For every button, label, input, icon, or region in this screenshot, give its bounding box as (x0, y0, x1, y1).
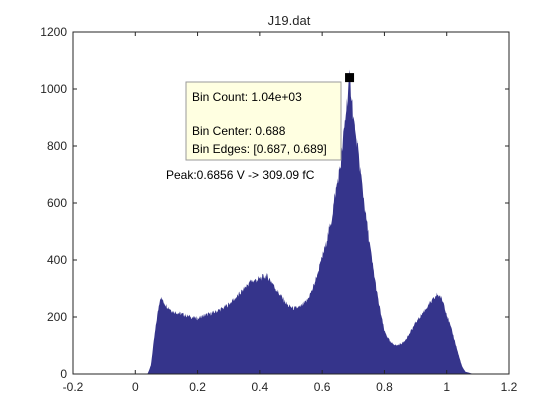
x-tick-label: 0.6 (314, 380, 331, 394)
chart-title: J19.dat (268, 13, 311, 28)
y-tick-label: 200 (47, 310, 67, 324)
y-tick-label: 1000 (40, 82, 67, 96)
y-tick-label: 600 (47, 196, 67, 210)
x-tick-label: 0.4 (252, 380, 269, 394)
y-axis: 0 200 400 600 800 1000 1200 (40, 25, 509, 381)
datatip-marker[interactable] (345, 73, 355, 83)
x-tick-label: 0 (132, 380, 139, 394)
y-tick-label: 0 (60, 367, 67, 381)
y-tick-label: 800 (47, 139, 67, 153)
x-tick-label: 1 (443, 380, 450, 394)
x-axis: -0.2 0 0.2 0.4 0.6 0.8 1 1.2 (63, 32, 518, 394)
datatip-line-3: Bin Center: 0.688 (192, 124, 286, 138)
y-tick-label: 1200 (40, 25, 67, 39)
y-tick-label: 400 (47, 253, 67, 267)
x-tick-label: -0.2 (63, 380, 84, 394)
x-tick-label: 0.2 (189, 380, 206, 394)
x-tick-label: 0.8 (376, 380, 393, 394)
datatip[interactable]: Bin Count: 1.04e+03 Bin Center: 0.688 Bi… (185, 73, 355, 161)
datatip-box (185, 81, 342, 161)
peak-annotation: Peak:0.6856 V -> 309.09 fC (166, 168, 315, 182)
histogram-bars (135, 69, 478, 375)
datatip-line-1: Bin Count: 1.04e+03 (192, 90, 302, 104)
x-tick-label: 1.2 (501, 380, 518, 394)
datatip-line-4: Bin Edges: [0.687, 0.689] (192, 142, 327, 156)
